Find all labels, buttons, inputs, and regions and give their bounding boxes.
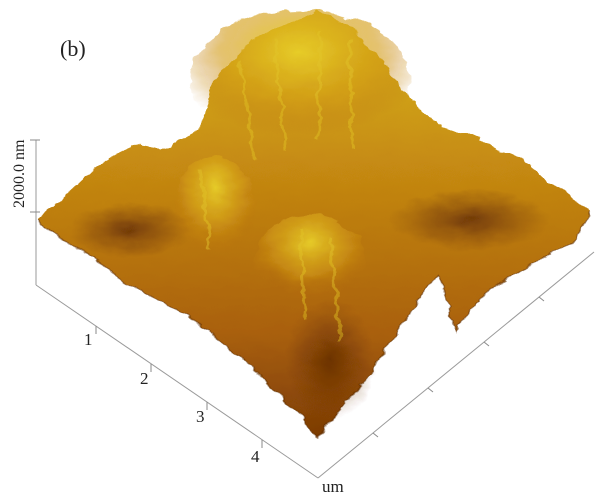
y-tick-4 [538,296,545,302]
ridge-streaks [198,29,354,341]
x-axis-line [35,284,319,479]
y-tick-3 [483,341,490,347]
axes-box [30,139,595,479]
x-tick-label-4: 4 [251,447,260,466]
valley-shadow-right [390,190,550,250]
x-unit-label: um [322,477,344,496]
x-tick-label-1: 1 [84,330,93,349]
y-tick-2 [427,387,434,393]
x-tick-label-3: 3 [196,407,205,426]
z-scale-label: 2000.0 nm [11,139,28,208]
y-axis-line [317,251,595,479]
central-peak-highlight [190,10,410,150]
topography-surface [35,10,591,442]
panel-label: (b) [60,36,86,61]
y-tick-1 [372,432,379,438]
left-ridge-highlight [175,155,255,265]
surface-front-edge [35,211,591,442]
front-ridge-highlight [255,215,365,305]
x-tick-label-2: 2 [140,369,149,388]
valley-shadow-left [70,202,190,258]
valley-shadow-front [285,300,375,420]
